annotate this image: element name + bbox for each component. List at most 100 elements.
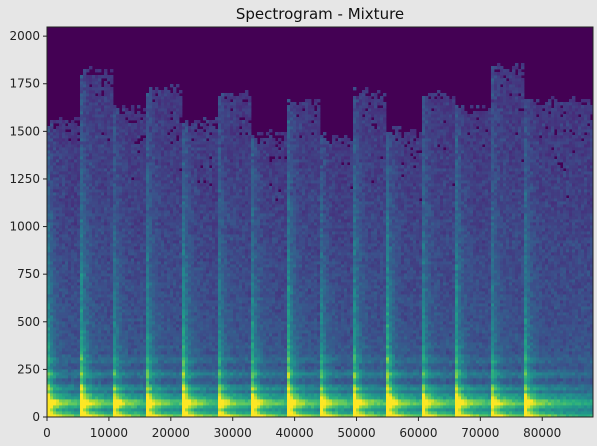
heatmap-cell bbox=[53, 264, 57, 268]
heatmap-cell bbox=[113, 195, 117, 199]
heatmap-cell bbox=[77, 249, 81, 253]
heatmap-cell bbox=[185, 387, 189, 391]
heatmap-cell bbox=[98, 189, 102, 193]
heatmap-cell bbox=[95, 354, 99, 358]
heatmap-cell bbox=[164, 288, 168, 292]
heatmap-cell bbox=[74, 357, 78, 361]
heatmap-cell bbox=[86, 339, 90, 343]
heatmap-cell bbox=[176, 231, 180, 235]
heatmap-cell bbox=[179, 390, 183, 394]
heatmap-cell bbox=[152, 264, 156, 268]
heatmap-cell bbox=[143, 264, 147, 268]
heatmap-cell bbox=[152, 138, 156, 142]
heatmap-cell bbox=[56, 384, 60, 388]
heatmap-cell bbox=[161, 210, 165, 214]
heatmap-cell bbox=[122, 399, 126, 403]
heatmap-cell bbox=[134, 402, 138, 406]
heatmap-cell bbox=[65, 360, 69, 364]
heatmap-cell bbox=[89, 132, 93, 136]
heatmap-cell bbox=[53, 246, 57, 250]
heatmap-cell bbox=[107, 213, 111, 217]
heatmap-cell bbox=[167, 387, 171, 391]
heatmap-cell bbox=[101, 225, 105, 229]
heatmap-cell bbox=[170, 336, 174, 340]
heatmap-cell bbox=[158, 276, 162, 280]
heatmap-cell bbox=[167, 273, 171, 277]
heatmap-cell bbox=[47, 381, 51, 385]
heatmap-cell bbox=[92, 195, 96, 199]
heatmap-cell bbox=[59, 381, 63, 385]
heatmap-cell bbox=[143, 318, 147, 322]
heatmap-cell bbox=[182, 204, 186, 208]
heatmap-cell bbox=[56, 213, 60, 217]
heatmap-cell bbox=[116, 312, 120, 316]
heatmap-cell bbox=[56, 222, 60, 226]
heatmap-cell bbox=[80, 102, 84, 106]
heatmap-cell bbox=[74, 294, 78, 298]
heatmap-cell bbox=[101, 138, 105, 142]
heatmap-cell bbox=[131, 294, 135, 298]
heatmap-cell bbox=[176, 93, 180, 97]
heatmap-cell bbox=[107, 327, 111, 331]
heatmap-cell bbox=[134, 327, 138, 331]
heatmap-cell bbox=[146, 384, 150, 388]
heatmap-cell bbox=[113, 108, 117, 112]
heatmap-cell bbox=[110, 309, 114, 313]
heatmap-cell bbox=[77, 396, 81, 400]
heatmap-cell bbox=[134, 408, 138, 412]
heatmap-cell bbox=[128, 168, 132, 172]
heatmap-cell bbox=[56, 249, 60, 253]
heatmap-cell bbox=[149, 87, 153, 91]
heatmap-cell bbox=[107, 84, 111, 88]
heatmap-cell bbox=[134, 333, 138, 337]
heatmap-cell bbox=[65, 348, 69, 352]
heatmap-cell bbox=[170, 258, 174, 262]
heatmap-cell bbox=[92, 372, 96, 376]
heatmap-cell bbox=[164, 114, 168, 118]
heatmap-cell bbox=[92, 387, 96, 391]
heatmap-cell bbox=[107, 150, 111, 154]
heatmap-cell bbox=[176, 360, 180, 364]
heatmap-cell bbox=[92, 87, 96, 91]
heatmap-cell bbox=[158, 384, 162, 388]
heatmap-cell bbox=[86, 333, 90, 337]
heatmap-cell bbox=[179, 192, 183, 196]
heatmap-cell bbox=[137, 288, 141, 292]
heatmap-cell bbox=[59, 234, 63, 238]
heatmap-cell bbox=[113, 294, 117, 298]
heatmap-cell bbox=[77, 135, 81, 139]
heatmap-cell bbox=[155, 273, 159, 277]
heatmap-cell bbox=[50, 216, 54, 220]
heatmap-cell bbox=[137, 201, 141, 205]
heatmap-cell bbox=[128, 414, 132, 418]
heatmap-cell bbox=[125, 294, 129, 298]
heatmap-cell bbox=[74, 135, 78, 139]
heatmap-cell bbox=[83, 168, 87, 172]
heatmap-cell bbox=[158, 174, 162, 178]
heatmap-cell bbox=[122, 327, 126, 331]
heatmap-cell bbox=[173, 255, 177, 259]
heatmap-cell bbox=[167, 207, 171, 211]
heatmap-cell bbox=[116, 336, 120, 340]
heatmap-cell bbox=[77, 204, 81, 208]
heatmap-cell bbox=[131, 297, 135, 301]
heatmap-cell bbox=[113, 225, 117, 229]
heatmap-cell bbox=[77, 168, 81, 172]
heatmap-cell bbox=[176, 270, 180, 274]
heatmap-cell bbox=[92, 339, 96, 343]
heatmap-cell bbox=[146, 354, 150, 358]
heatmap-cell bbox=[143, 249, 147, 253]
heatmap-cell bbox=[59, 399, 63, 403]
heatmap-cell bbox=[167, 303, 171, 307]
heatmap-cell bbox=[155, 270, 159, 274]
heatmap-cell bbox=[182, 267, 186, 271]
heatmap-cell bbox=[110, 213, 114, 217]
heatmap-cell bbox=[146, 402, 150, 406]
heatmap-cell bbox=[131, 327, 135, 331]
heatmap-cell bbox=[146, 135, 150, 139]
heatmap-cell bbox=[152, 183, 156, 187]
heatmap-cell bbox=[143, 381, 147, 385]
heatmap-cell bbox=[164, 117, 168, 121]
heatmap-cell bbox=[74, 381, 78, 385]
heatmap-cell bbox=[173, 111, 177, 115]
